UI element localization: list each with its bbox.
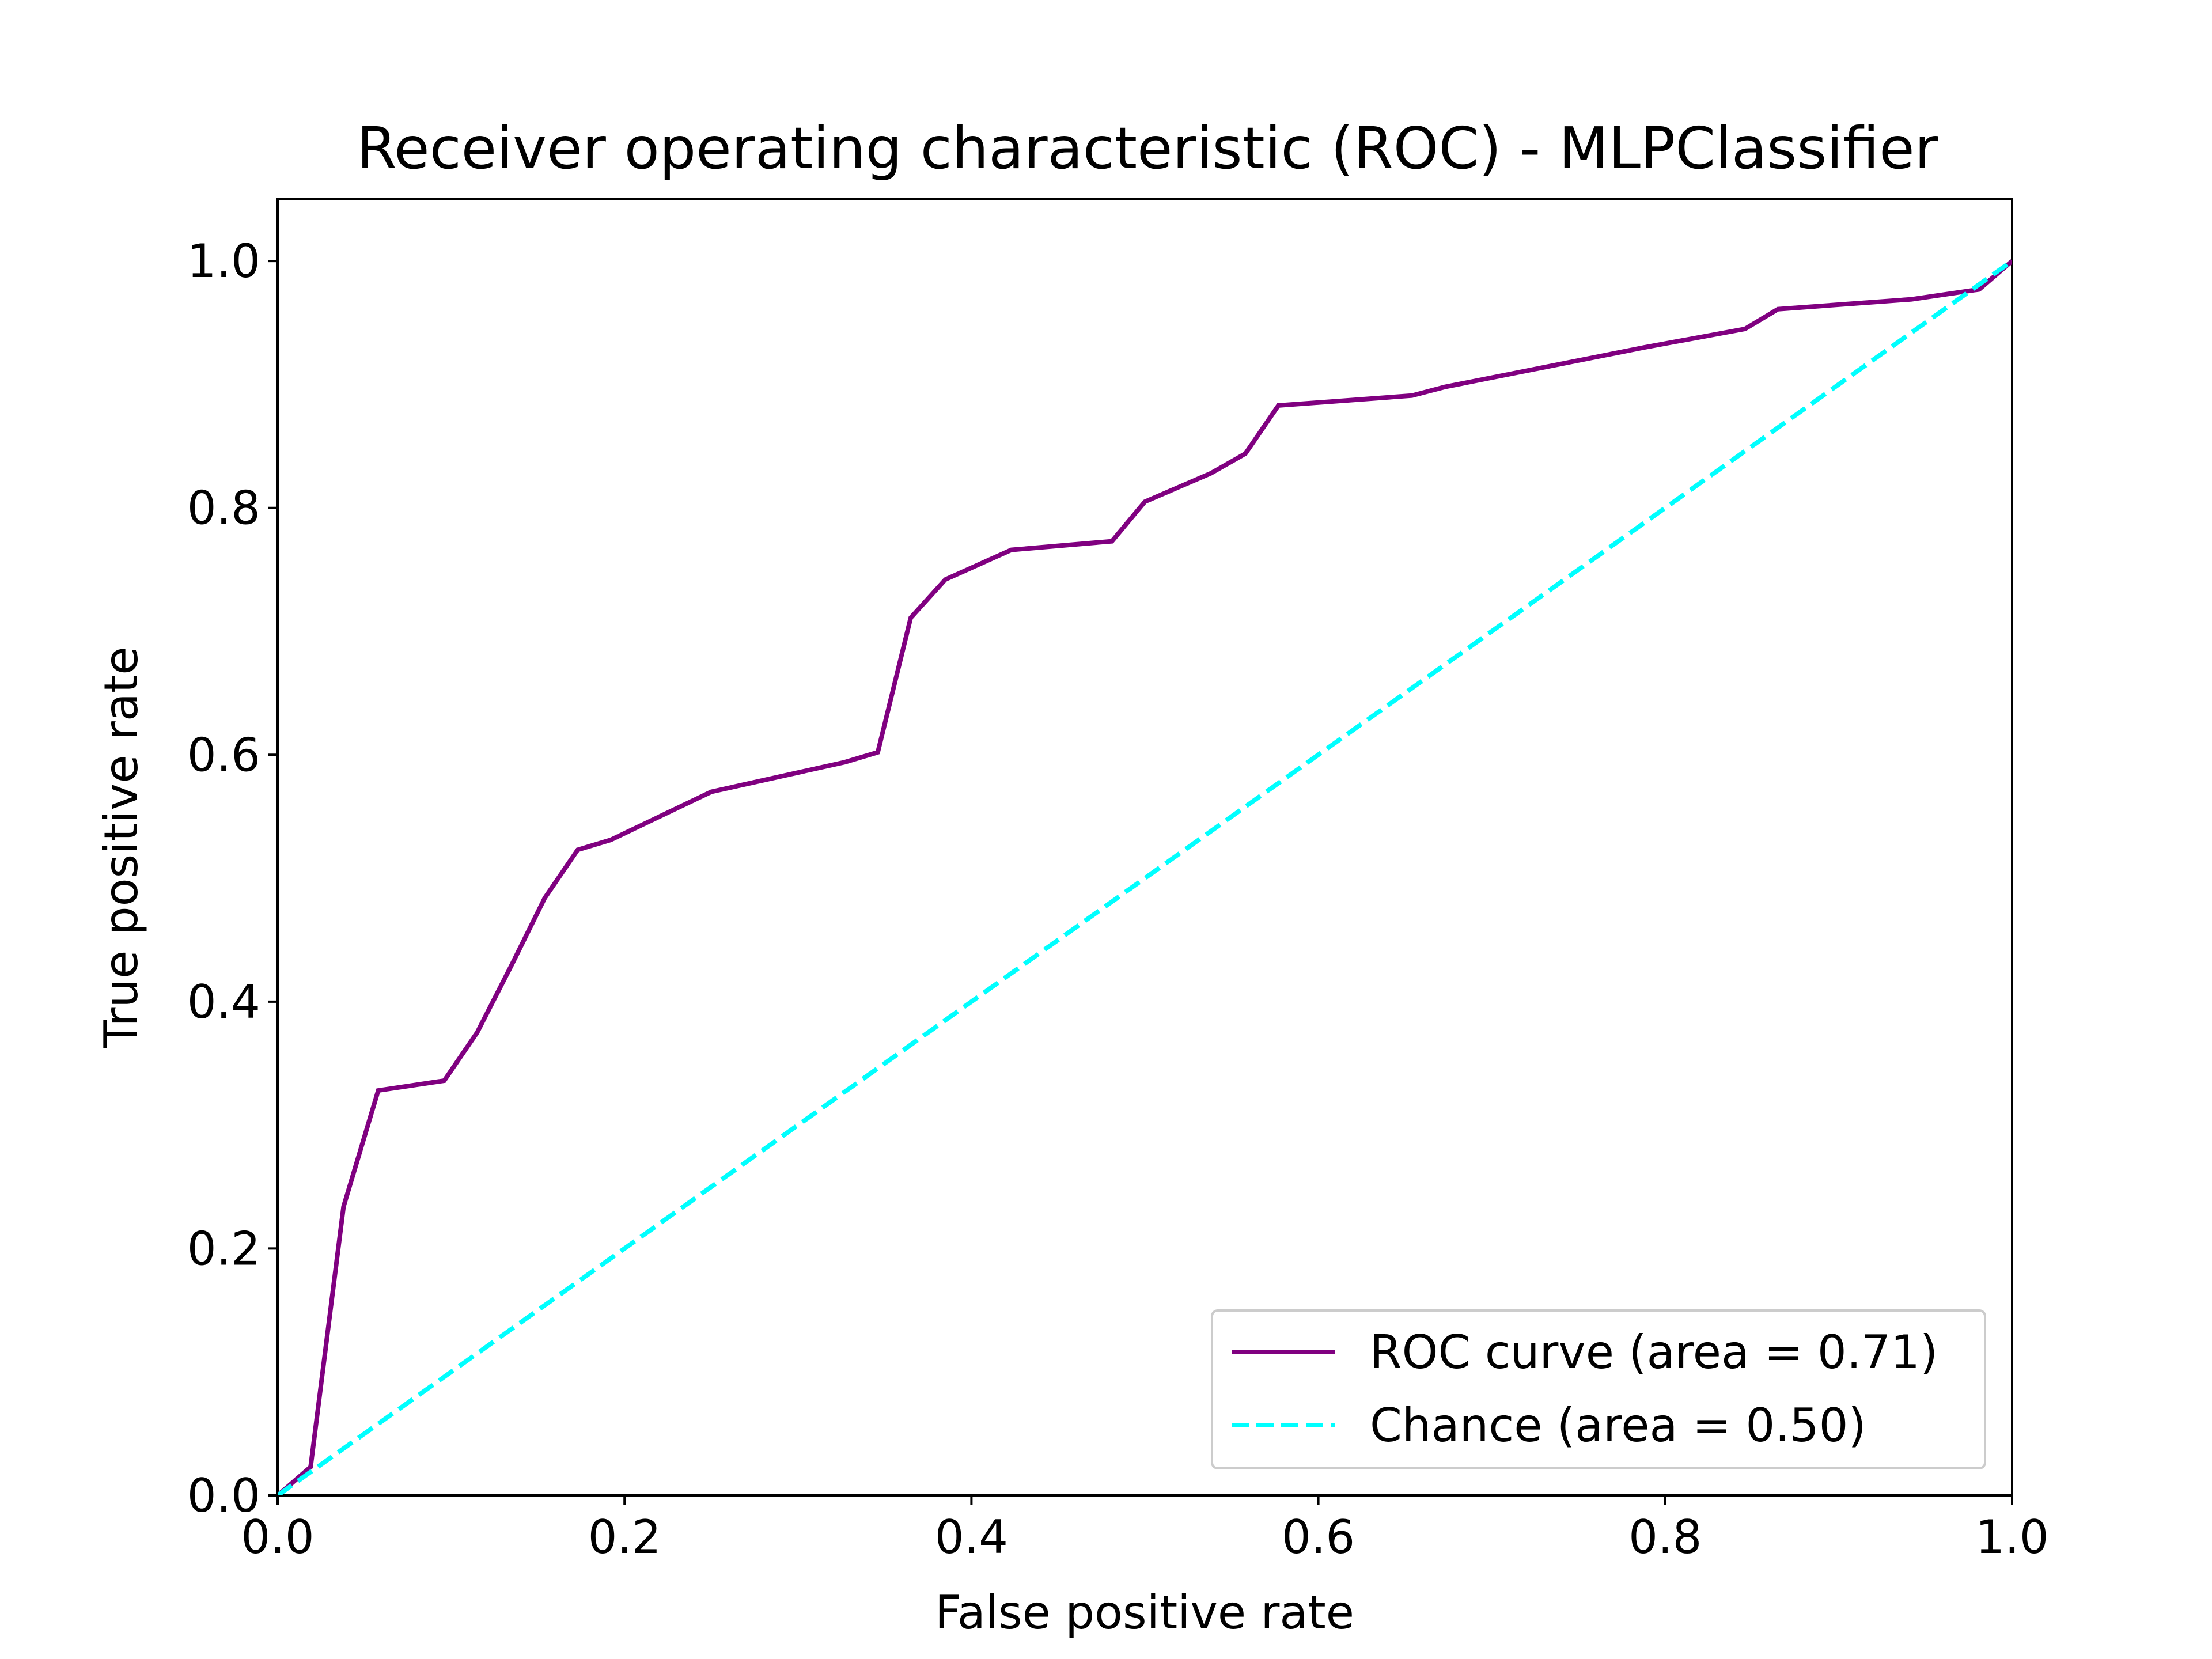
x-axis: 0.0 0.2 0.4 0.6 0.8 1.0 [241,1495,2049,1564]
x-tick-label: 0.2 [588,1510,661,1564]
chart-title: Receiver operating characteristic (ROC) … [357,115,1938,182]
y-axis-label: True positive rate [94,646,148,1048]
chance-line [278,259,2012,1495]
x-tick-label: 0.4 [935,1510,1008,1564]
x-axis-label: False positive rate [935,1586,1354,1639]
y-tick-label: 0.4 [187,975,260,1029]
legend-label-chance: Chance (area = 0.50) [1370,1399,1866,1452]
roc-curve-line [278,259,2012,1495]
y-tick-label: 0.6 [187,728,260,782]
legend: ROC curve (area = 0.71) Chance (area = 0… [1211,1309,1986,1469]
series-layer [278,259,2012,1495]
y-tick-label: 0.8 [187,482,260,535]
x-tick-label: 0.6 [1282,1510,1355,1564]
x-tick-label: 0.8 [1628,1510,1702,1564]
y-tick-label: 1.0 [187,234,260,288]
x-tick-label: 1.0 [1975,1510,2048,1564]
axes-frame [276,198,2013,1497]
y-tick-label: 0.0 [187,1469,260,1522]
x-tick-label: 0.0 [241,1510,314,1564]
y-axis: 0.0 0.2 0.4 0.6 0.8 1.0 [187,234,278,1522]
y-tick-label: 0.2 [187,1222,260,1275]
legend-label-roc: ROC curve (area = 0.71) [1370,1325,1938,1379]
legend-box [1211,1309,1986,1469]
plot-area [276,198,2013,1497]
